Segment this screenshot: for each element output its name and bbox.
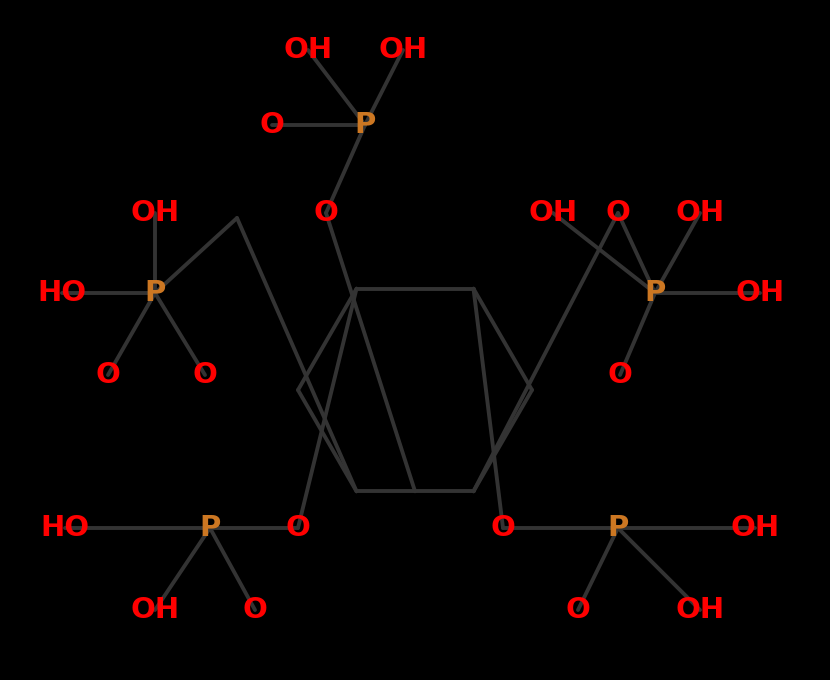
Text: O: O [491,514,515,542]
Text: P: P [144,279,166,307]
Text: OH: OH [283,36,333,64]
Text: O: O [242,596,267,624]
Text: P: P [354,111,376,139]
Text: O: O [193,361,217,389]
Text: OH: OH [130,199,179,227]
Text: P: P [199,514,221,542]
Text: OH: OH [735,279,784,307]
Text: P: P [644,279,666,307]
Text: P: P [608,514,628,542]
Text: O: O [95,361,120,389]
Text: O: O [608,361,632,389]
Text: O: O [260,111,285,139]
Text: OH: OH [730,514,779,542]
Text: HO: HO [41,514,90,542]
Text: OH: OH [130,596,179,624]
Text: OH: OH [529,199,578,227]
Text: O: O [314,199,339,227]
Text: OH: OH [378,36,427,64]
Text: HO: HO [37,279,86,307]
Text: OH: OH [676,199,725,227]
Text: O: O [565,596,590,624]
Text: O: O [606,199,631,227]
Text: OH: OH [676,596,725,624]
Text: O: O [286,514,310,542]
